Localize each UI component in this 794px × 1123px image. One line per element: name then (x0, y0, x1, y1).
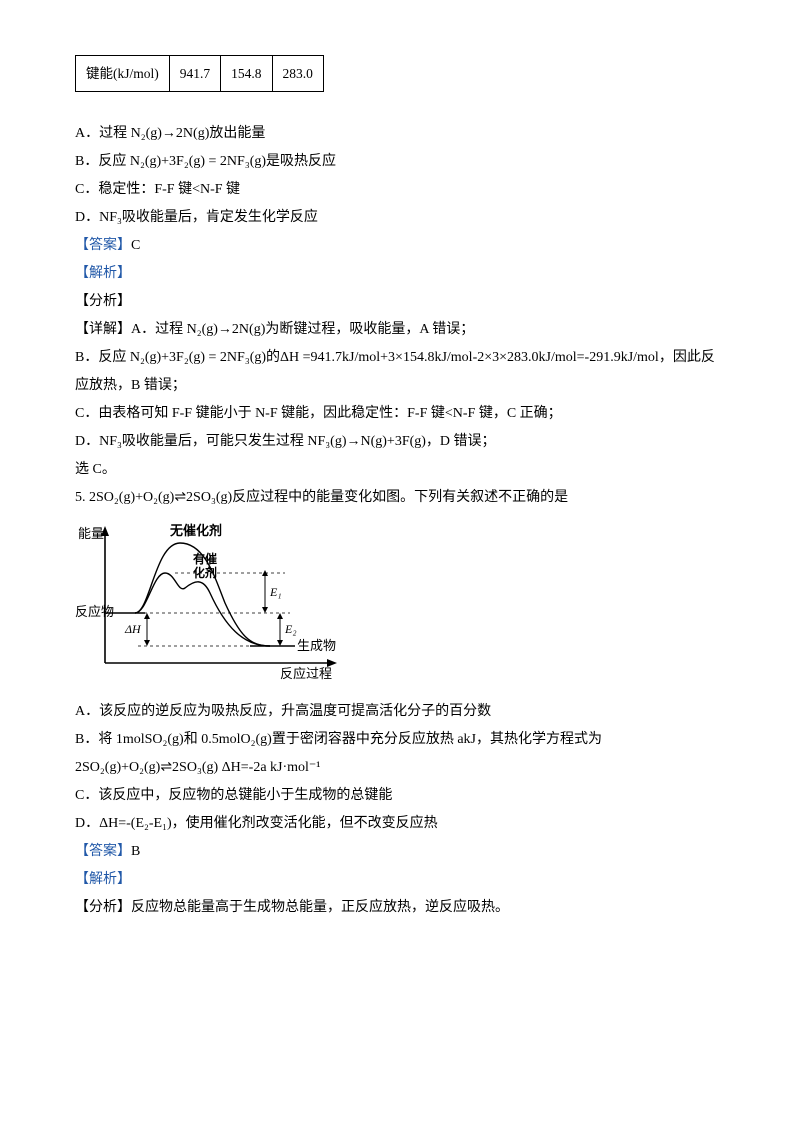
table-header: 键能(kJ/mol) (76, 56, 170, 92)
q5-option-a: A．该反应的逆反应为吸热反应，升高温度可提高活化分子的百分数 (75, 698, 719, 726)
detail-d: D．NF₃吸收能量后，可能只发生过程 NF₃(g)→N(g)+3F(g)，D 错… (75, 428, 719, 456)
reactant-label: 反应物 (75, 604, 114, 619)
no-catalyst-label: 无催化剂 (169, 523, 222, 538)
jiexi-label: 【解析】 (75, 260, 719, 288)
q5-option-b-1: B．将 1molSO₂(g)和 0.5molO₂(g)置于密闭容器中充分反应放热… (75, 726, 719, 754)
answer-label: 【答案】 (75, 844, 131, 859)
dh-label: ΔH (124, 622, 142, 636)
detail-b: B．反应 N₂(g)+3F₂(g) = 2NF₃(g)的ΔH =941.7kJ/… (75, 344, 719, 400)
q5-option-c: C．该反应中，反应物的总键能小于生成物的总键能 (75, 782, 719, 810)
with-catalyst-label-2: 化剂 (193, 565, 217, 580)
product-label: 生成物 (297, 638, 336, 653)
energy-diagram: 能量 反应过程 无催化剂 有催 化剂 反应物 生成物 ΔH E₁ E₂ (75, 518, 355, 694)
detail-c: C．由表格可知 F-F 键能小于 N-F 键能，因此稳定性：F-F 键<N-F … (75, 400, 719, 428)
answer-value: B (131, 844, 140, 859)
fenxi-label: 【分析】 (75, 288, 719, 316)
table-cell: 941.7 (169, 56, 220, 92)
with-catalyst-label-1: 有催 (193, 551, 217, 566)
answer-label: 【答案】 (75, 238, 131, 253)
bond-energy-table: 键能(kJ/mol) 941.7 154.8 283.0 (75, 55, 324, 92)
option-a: A．过程 N₂(g)→2N(g)放出能量 (75, 120, 719, 148)
q5-jiexi-label: 【解析】 (75, 866, 719, 894)
option-c: C．稳定性：F-F 键<N-F 键 (75, 176, 719, 204)
e1-label: E₁ (269, 585, 282, 599)
q5-answer-line: 【答案】B (75, 838, 719, 866)
e2-label: E₂ (284, 622, 297, 636)
detail-a: 【详解】A．过程 N₂(g)→2N(g)为断键过程，吸收能量，A 错误； (75, 316, 719, 344)
answer-line: 【答案】C (75, 232, 719, 260)
x-axis-label: 反应过程 (280, 666, 332, 681)
pick-line: 选 C。 (75, 456, 719, 484)
table-cell: 154.8 (221, 56, 272, 92)
q5-stem: 5. 2SO₂(g)+O₂(g)⇌2SO₃(g)反应过程中的能量变化如图。下列有… (75, 484, 719, 512)
q5-option-d: D．ΔH=-(E₂-E₁)，使用催化剂改变活化能，但不改变反应热 (75, 810, 719, 838)
table-cell: 283.0 (272, 56, 323, 92)
option-d: D．NF₃吸收能量后，肯定发生化学反应 (75, 204, 719, 232)
q5-fenxi: 【分析】反应物总能量高于生成物总能量，正反应放热，逆反应吸热。 (75, 894, 719, 922)
option-b: B．反应 N₂(g)+3F₂(g) = 2NF₃(g)是吸热反应 (75, 148, 719, 176)
q5-option-b-2: 2SO₂(g)+O₂(g)⇌2SO₃(g) ΔH=-2a kJ·mol⁻¹ (75, 754, 719, 782)
answer-value: C (131, 238, 140, 253)
y-axis-label: 能量 (78, 526, 104, 541)
